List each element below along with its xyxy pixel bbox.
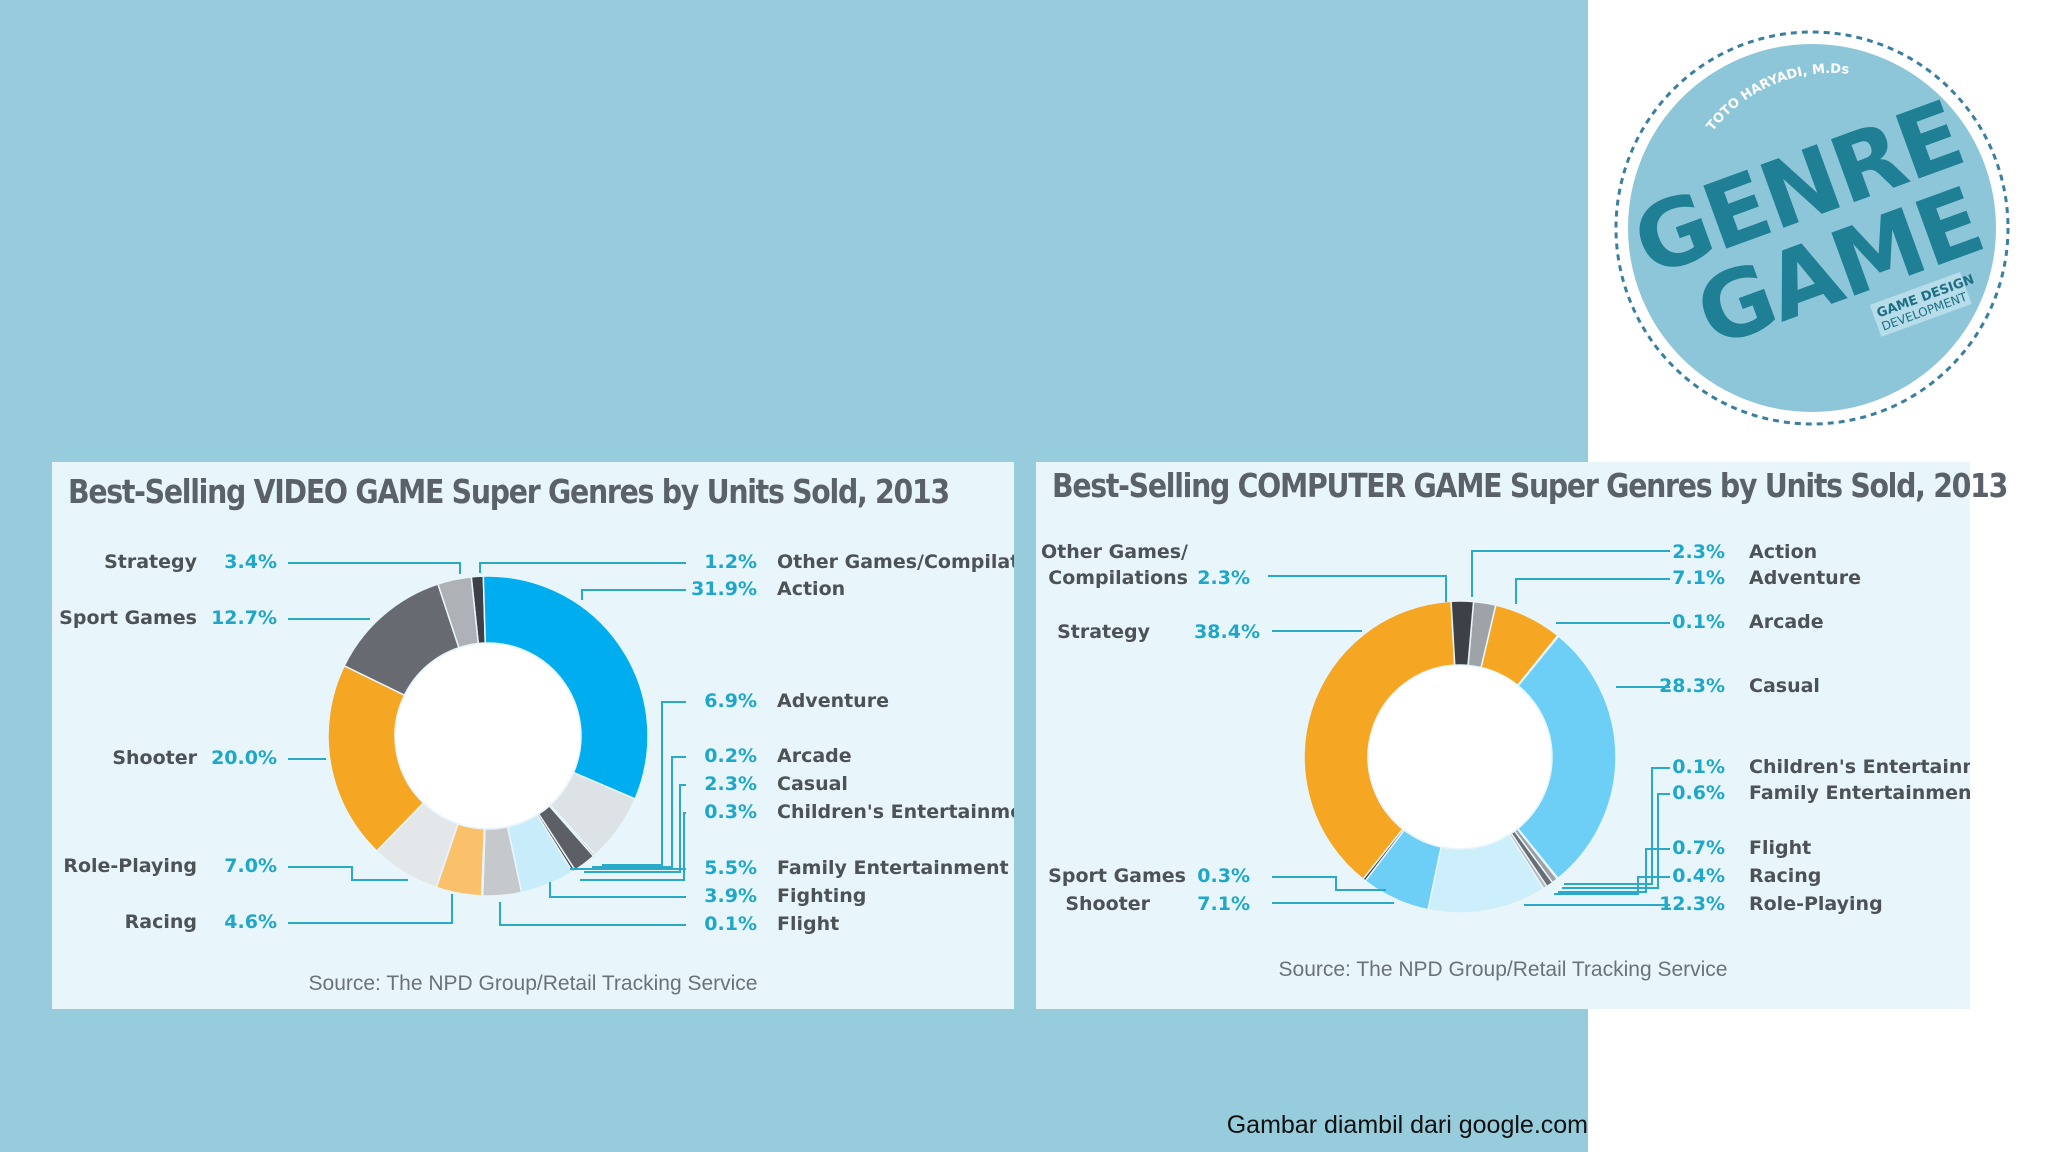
video-game-chart-title: Best-Selling VIDEO GAME Super Genres by … xyxy=(68,472,950,511)
computer-game-donut-chart: Other Games/Compilations 2.3% Strategy 38.4… xyxy=(1041,541,1970,915)
video-adventure-leader-line xyxy=(602,701,686,866)
computer-other-games-percent: 2.3% xyxy=(1197,567,1250,589)
computer-family-entertainment-percent: 0.6% xyxy=(1672,782,1725,804)
video-adventure-percent: 6.9% xyxy=(704,690,757,712)
computer-slice-other-games xyxy=(1450,600,1475,667)
video-strategy-label: Strategy xyxy=(104,551,198,573)
computer-children-s-entertainment-label: Children's Entertainment xyxy=(1749,756,1970,778)
video-flight-label: Flight xyxy=(777,913,839,935)
video-action-leader-line xyxy=(581,589,686,600)
computer-adventure-percent: 7.1% xyxy=(1672,567,1725,589)
video-action-percent: 31.9% xyxy=(691,578,757,600)
video-casual-percent: 2.3% xyxy=(704,773,757,795)
video-fighting-label: Fighting xyxy=(777,885,866,907)
computer-strategy-label: Strategy xyxy=(1057,621,1151,643)
computer-strategy-percent: 38.4% xyxy=(1194,621,1260,643)
video-flight-percent: 0.1% xyxy=(704,913,757,935)
video-casual-leader-line xyxy=(584,784,686,873)
video-role-playing-leader-line xyxy=(288,866,408,881)
computer-flight-leader-line xyxy=(1558,848,1670,893)
video-other-games-compilations-leader-line xyxy=(479,562,686,573)
computer-arcade-percent: 0.1% xyxy=(1672,611,1725,633)
computer-racing-leader-line xyxy=(1554,876,1670,895)
computer-game-chart-source: Source: The NPD Group/Retail Tracking Se… xyxy=(1278,958,1728,981)
video-arcade-leader-line xyxy=(592,756,686,868)
computer-action-label: Action xyxy=(1749,541,1817,563)
video-children-s-entertainment-label: Children's Entertainment xyxy=(777,801,1014,823)
video-donut-hole xyxy=(396,644,580,828)
video-strategy-percent: 3.4% xyxy=(224,551,277,573)
computer-slice-casual xyxy=(1516,635,1617,880)
computer-action-percent: 2.3% xyxy=(1672,541,1725,563)
computer-family-entertainment-leader-line xyxy=(1562,793,1670,889)
video-slice-strategy xyxy=(436,576,480,649)
computer-adventure-leader-line xyxy=(1515,578,1670,604)
video-flight-leader-line xyxy=(499,902,686,926)
computer-arcade-label: Arcade xyxy=(1749,611,1824,633)
video-fighting-percent: 3.9% xyxy=(704,885,757,907)
video-adventure-label: Adventure xyxy=(777,690,889,712)
computer-donut-hole xyxy=(1369,666,1551,848)
computer-flight-label: Flight xyxy=(1749,837,1811,859)
image-source-caption: Gambar diambil dari google.com xyxy=(1226,1111,1588,1139)
video-other-games-compilations-percent: 1.2% xyxy=(704,551,757,573)
computer-flight-percent: 0.7% xyxy=(1672,837,1725,859)
computer-other-games-label: Other Games/ xyxy=(1041,541,1188,563)
computer-slice-strategy xyxy=(1303,600,1456,881)
computer-sport-games-label: Sport Games xyxy=(1048,865,1186,887)
video-fighting-leader-line xyxy=(549,882,686,898)
video-sport-games-percent: 12.7% xyxy=(211,607,277,629)
computer-racing-percent: 0.4% xyxy=(1672,865,1725,887)
computer-sport-games-leader-line xyxy=(1272,876,1386,891)
computer-game-chart-panel: Other Games/Compilations 2.3% Strategy 38.4… xyxy=(1036,462,2008,1009)
video-family-entertainment-label: Family Entertainment xyxy=(777,857,1009,879)
video-game-chart-panel: Strategy 3.4% Sport Games 12.7% Shooter 20.0%… xyxy=(52,462,1014,1009)
video-casual-label: Casual xyxy=(777,773,848,795)
video-strategy-leader-line xyxy=(288,562,461,574)
computer-racing-label: Racing xyxy=(1749,865,1821,887)
video-action-label: Action xyxy=(777,578,845,600)
computer-action-leader-line xyxy=(1471,550,1670,597)
video-role-playing-percent: 7.0% xyxy=(224,855,277,877)
video-arcade-percent: 0.2% xyxy=(704,745,757,767)
video-racing-label: Racing xyxy=(125,911,197,933)
computer-adventure-label: Adventure xyxy=(1749,567,1861,589)
video-other-games-compilations-label: Other Games/Compilations xyxy=(777,551,1014,573)
computer-shooter-percent: 7.1% xyxy=(1197,893,1250,915)
video-children-s-entertainment-percent: 0.3% xyxy=(704,801,757,823)
video-game-donut-chart: Strategy 3.4% Sport Games 12.7% Shooter 20.0%… xyxy=(59,551,1014,935)
video-slice-shooter xyxy=(327,664,425,853)
computer-children-s-entertainment-percent: 0.1% xyxy=(1672,756,1725,778)
video-role-playing-label: Role-Playing xyxy=(63,855,197,877)
computer-role-playing-percent: 12.3% xyxy=(1659,893,1725,915)
video-sport-games-label: Sport Games xyxy=(59,607,197,629)
computer-casual-percent: 28.3% xyxy=(1659,675,1725,697)
video-children-s-entertainment-leader-line xyxy=(580,812,686,881)
video-racing-percent: 4.6% xyxy=(224,911,277,933)
computer-casual-label: Casual xyxy=(1749,675,1820,697)
computer-family-entertainment-label: Family Entertainment xyxy=(1749,782,1970,804)
genre-game-stamp-logo: TOTO HARYADI, M.Ds GENRE GAME GAME DESIG… xyxy=(1614,30,2010,426)
computer-game-chart-title: Best-Selling COMPUTER GAME Super Genres … xyxy=(1052,466,2008,505)
computer-role-playing-label: Role-Playing xyxy=(1749,893,1883,915)
video-shooter-percent: 20.0% xyxy=(211,747,277,769)
video-shooter-label: Shooter xyxy=(112,747,197,769)
video-arcade-label: Arcade xyxy=(777,745,852,767)
video-racing-leader-line xyxy=(288,894,453,924)
video-family-entertainment-percent: 5.5% xyxy=(704,857,757,879)
computer-other-games-leader-line xyxy=(1268,575,1447,602)
computer-sport-games-percent: 0.3% xyxy=(1197,865,1250,887)
computer-shooter-label: Shooter xyxy=(1065,893,1150,915)
computer-children-s-entertainment-leader-line xyxy=(1564,767,1670,885)
computer-other-games-label-line2: Compilations xyxy=(1048,567,1188,589)
video-game-chart-source: Source: The NPD Group/Retail Tracking Se… xyxy=(308,972,758,995)
video-slice-action xyxy=(482,575,649,800)
